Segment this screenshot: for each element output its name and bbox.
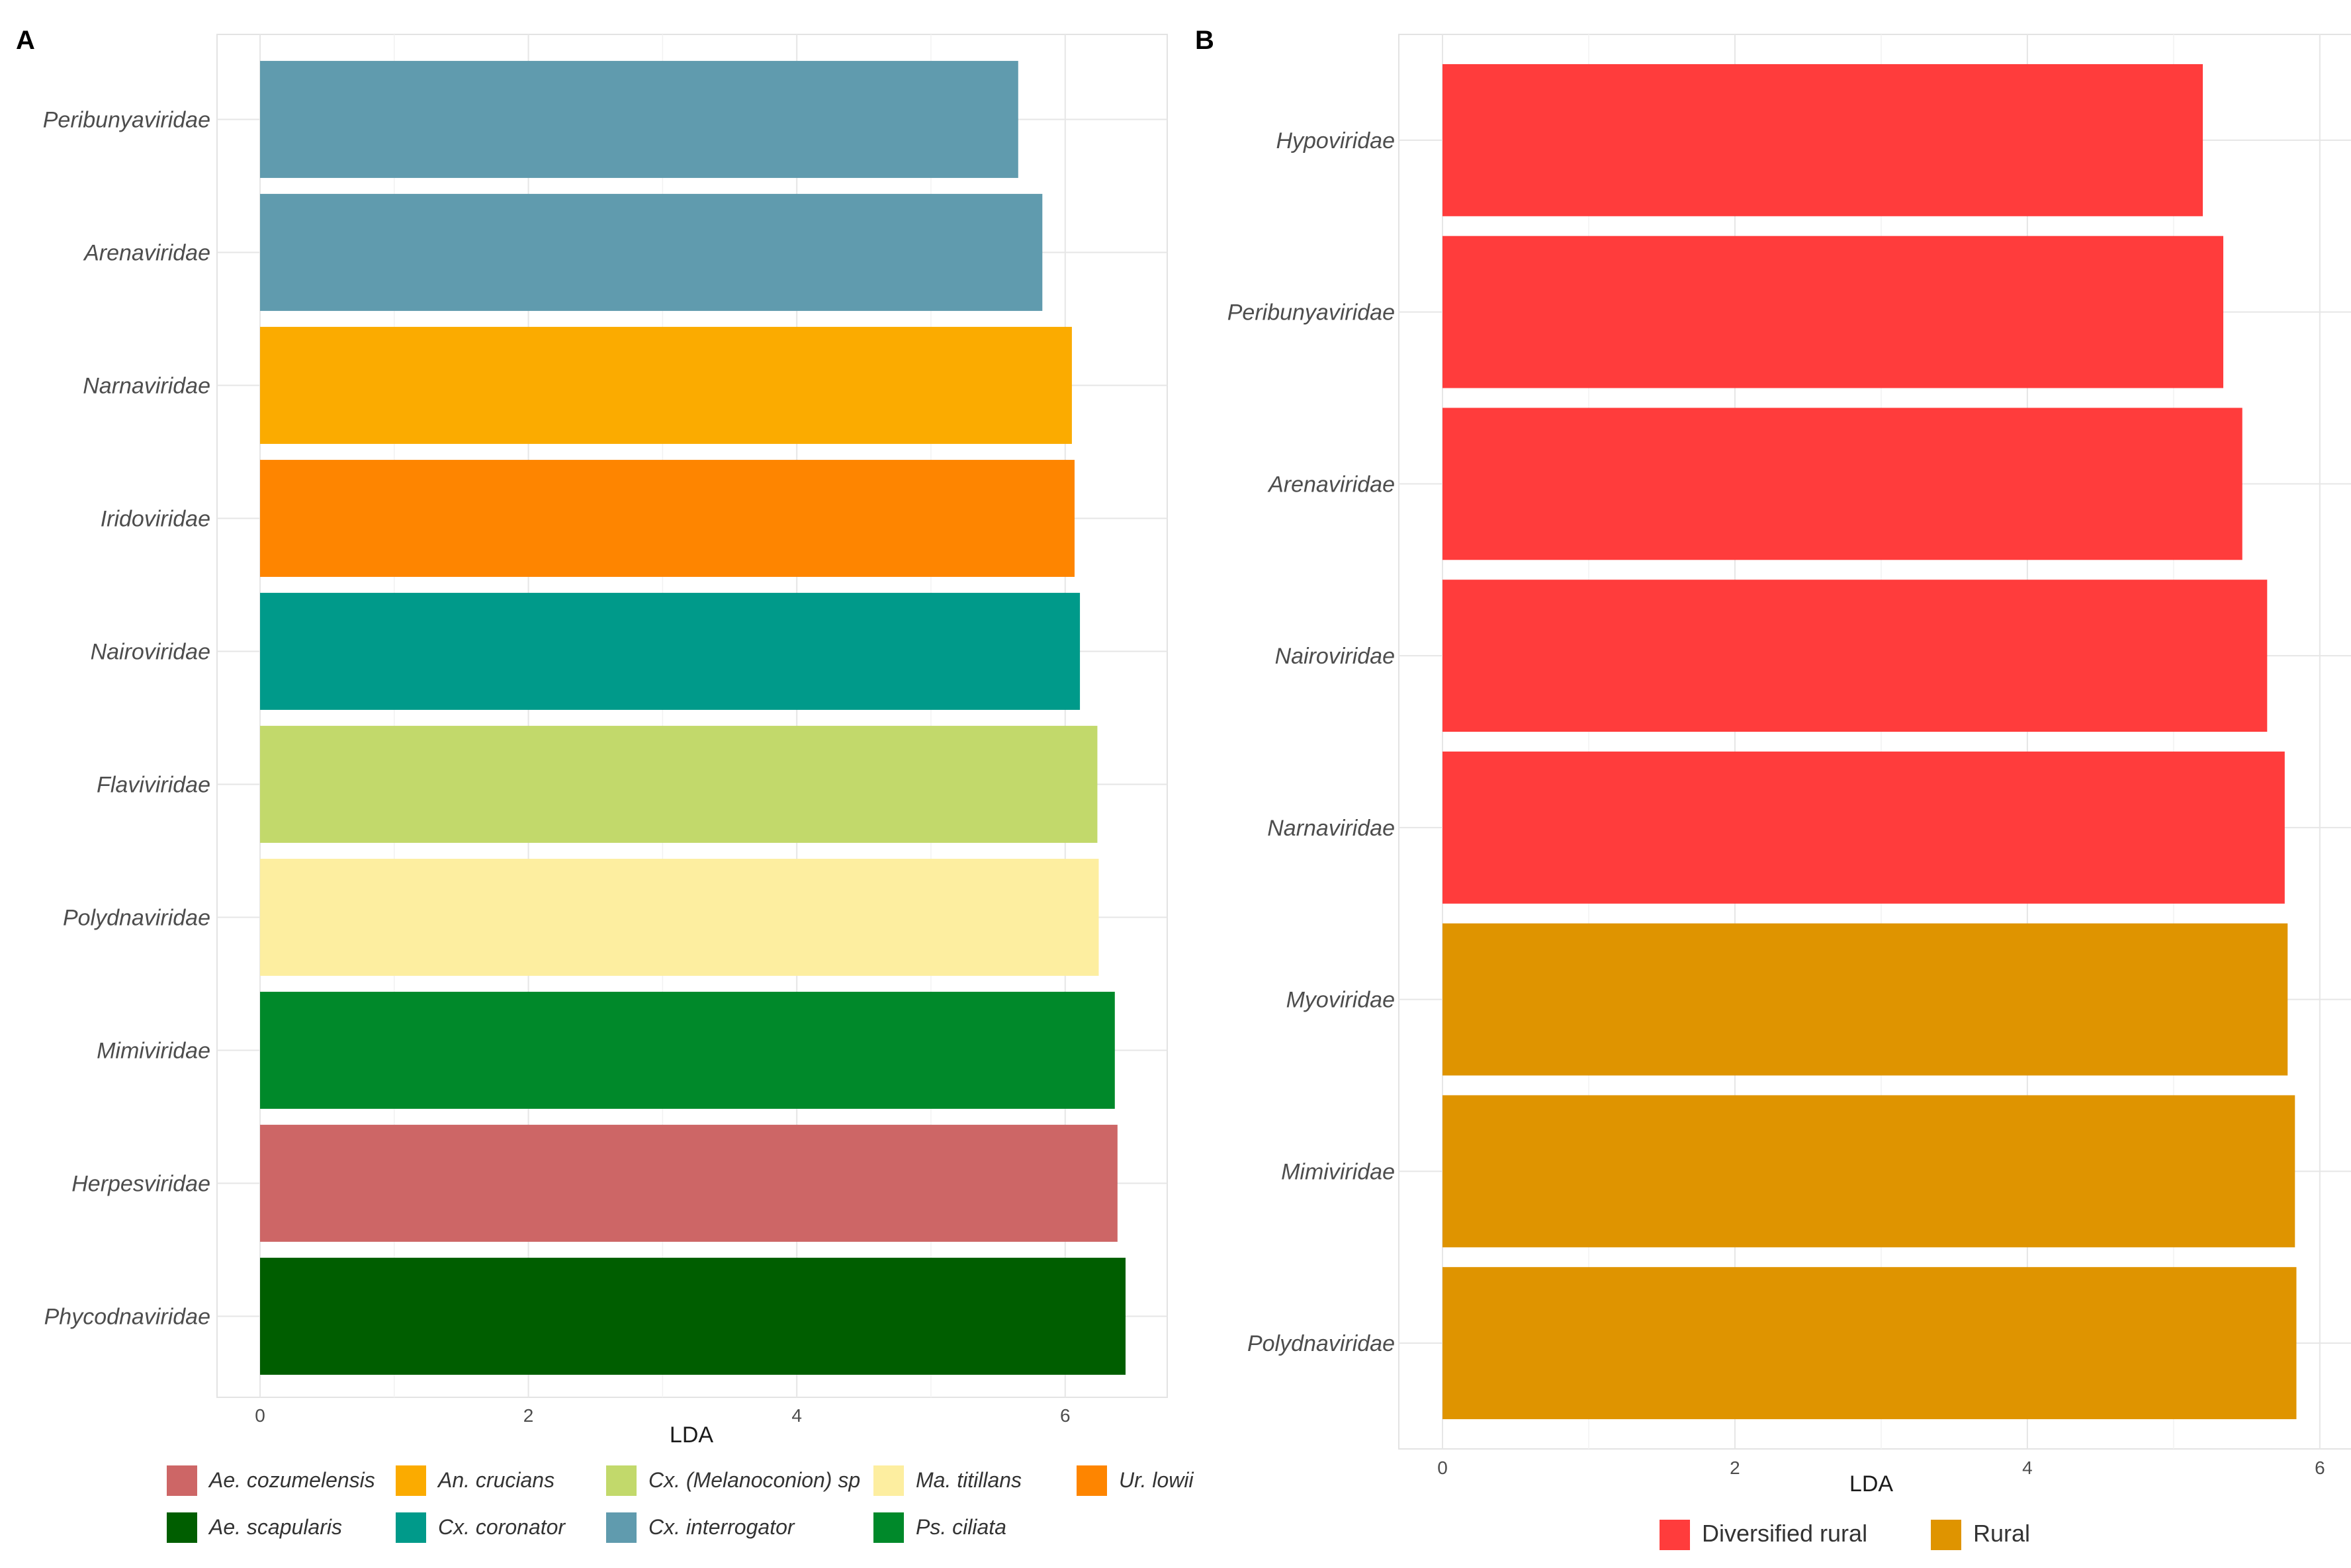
panel-b-label: B (1195, 26, 1214, 55)
panel-a-legend-label: Cx. coronator (438, 1515, 566, 1539)
panel-a-bar-mimiviridae (260, 992, 1115, 1109)
panel-b-bar-hypoviridae (1442, 64, 2203, 216)
panel-a-category-label: Flaviviridae (97, 773, 210, 798)
panel-a-legend-label: Ae. cozumelensis (208, 1468, 375, 1492)
panel-a-legend-swatch (1077, 1465, 1107, 1496)
panel-b-bar-arenaviridae (1442, 408, 2242, 560)
panel-b-category-label: Myoviridae (1286, 988, 1395, 1013)
panel-b-bar-peribunyaviridae (1442, 236, 2224, 388)
panel-a-x-ticks: 0 2 4 6 (255, 1405, 1070, 1426)
panel-b-bar-nairoviridae (1442, 580, 2268, 732)
panel-b-x-tick-label: 0 (1437, 1458, 1448, 1478)
panel-a-legend-label: Ur. lowii (1119, 1468, 1194, 1492)
panel-a-legend-swatch (873, 1512, 904, 1543)
panel-b-category-label: Nairoviridae (1275, 644, 1395, 669)
panel-a-legend-label: Ae. scapularis (208, 1515, 342, 1539)
panel-b-category-label: Mimiviridae (1281, 1159, 1395, 1184)
panel-b-category-label: Polydnaviridae (1247, 1331, 1395, 1356)
panel-b-border (1398, 34, 2351, 1450)
panel-b-legend-label: Rural (1973, 1520, 2030, 1547)
panel-a-x-axis-title: LDA (670, 1422, 713, 1448)
panel-b-bar-myoviridae (1442, 923, 2288, 1076)
panel-a-legend-label: Ma. titillans (916, 1468, 1022, 1492)
panel-a-bar-peribunyaviridae (260, 61, 1018, 178)
panel-a-legend: Ae. cozumelensis An. crucians Cx. (Melanoc… (167, 1465, 1194, 1543)
panel-a-category-label: Peribunyaviridae (43, 108, 210, 133)
panel-a-legend-label: Cx. interrogator (648, 1515, 795, 1539)
panel-b-legend-label: Diversified rural (1702, 1520, 1867, 1547)
panel-a-legend-label: An. crucians (437, 1468, 554, 1492)
panel-a-x-tick-label: 0 (255, 1405, 265, 1426)
panel-a-bar-polydnaviridae (260, 859, 1099, 976)
panel-a-category-label: Phycodnaviridae (44, 1305, 210, 1330)
panel-b-category-labels: Hypoviridae Peribunyaviridae Arenaviridae N… (1227, 128, 1395, 1356)
panel-b-x-tick-label: 2 (1730, 1458, 1740, 1478)
panel-b-x-tick-label: 4 (2022, 1458, 2033, 1478)
panel-b-x-tick-label: 6 (2315, 1458, 2325, 1478)
panel-a-bar-flaviviridae (260, 726, 1098, 843)
panel-a-legend-swatch (606, 1512, 637, 1543)
panel-a-legend-swatch (396, 1512, 426, 1543)
panel-b-bar-mimiviridae (1442, 1095, 2295, 1248)
panel-b-bar-polydnaviridae (1442, 1267, 2297, 1420)
panel-a-x-tick-label: 4 (791, 1405, 802, 1426)
panel-a-legend-label: Ps. ciliata (916, 1515, 1006, 1539)
panel-a-label: A (16, 26, 35, 55)
panel-a-category-labels: Peribunyaviridae Arenaviridae Narnaviridae… (43, 108, 210, 1330)
panel-a-category-label: Arenaviridae (83, 241, 210, 266)
panel-a-x-tick-label: 2 (523, 1405, 534, 1426)
panel-a-bars (260, 61, 1126, 1375)
panel-b-x-axis-title: LDA (1849, 1471, 1893, 1497)
panel-b-bar-narnaviridae (1442, 751, 2285, 904)
panel-a: A Peribunyaviridae Arenaviridae Narnavirid… (16, 26, 1194, 1543)
panel-a-bar-herpesviridae (260, 1125, 1118, 1242)
panel-a-category-label: Iridoviridae (101, 507, 210, 532)
panel-a-legend-label: Cx. (Melanoconion) sp (648, 1468, 860, 1492)
panel-a-legend-swatch (167, 1512, 197, 1543)
panel-a-legend-swatch (873, 1465, 904, 1496)
panel-a-x-tick-label: 6 (1060, 1405, 1071, 1426)
panel-a-bar-nairoviridae (260, 593, 1081, 710)
panel-b-legend-swatch (1660, 1520, 1690, 1550)
panel-a-legend-swatch (396, 1465, 426, 1496)
panel-b-category-label: Arenaviridae (1267, 472, 1395, 497)
panel-a-legend-swatch (167, 1465, 197, 1496)
panel-a-border (216, 34, 1168, 1398)
panel-a-category-label: Nairoviridae (91, 640, 210, 665)
panel-a-bar-phycodnaviridae (260, 1258, 1126, 1375)
panel-a-category-label: Herpesviridae (71, 1172, 210, 1197)
panel-b-category-label: Hypoviridae (1276, 128, 1395, 153)
panel-a-legend-swatch (606, 1465, 637, 1496)
panel-b-legend: Diversified rural Rural (1660, 1520, 2030, 1550)
panel-b-category-label: Narnaviridae (1267, 816, 1395, 841)
panel-b-legend-swatch (1931, 1520, 1961, 1550)
panel-b: B Hypoviridae Peribunyaviridae Arenavirida… (1195, 26, 2351, 1550)
panel-a-category-label: Mimiviridae (97, 1039, 210, 1064)
panel-a-bar-iridoviridae (260, 460, 1075, 577)
panel-a-bar-arenaviridae (260, 194, 1043, 311)
panel-a-category-label: Narnaviridae (83, 374, 210, 399)
panel-a-category-label: Polydnaviridae (63, 906, 210, 931)
panel-b-x-ticks: 0 2 4 6 (1437, 1458, 2325, 1478)
panel-b-category-label: Peribunyaviridae (1227, 300, 1395, 326)
panel-a-bar-narnaviridae (260, 327, 1072, 444)
panel-b-bars (1442, 64, 2297, 1420)
